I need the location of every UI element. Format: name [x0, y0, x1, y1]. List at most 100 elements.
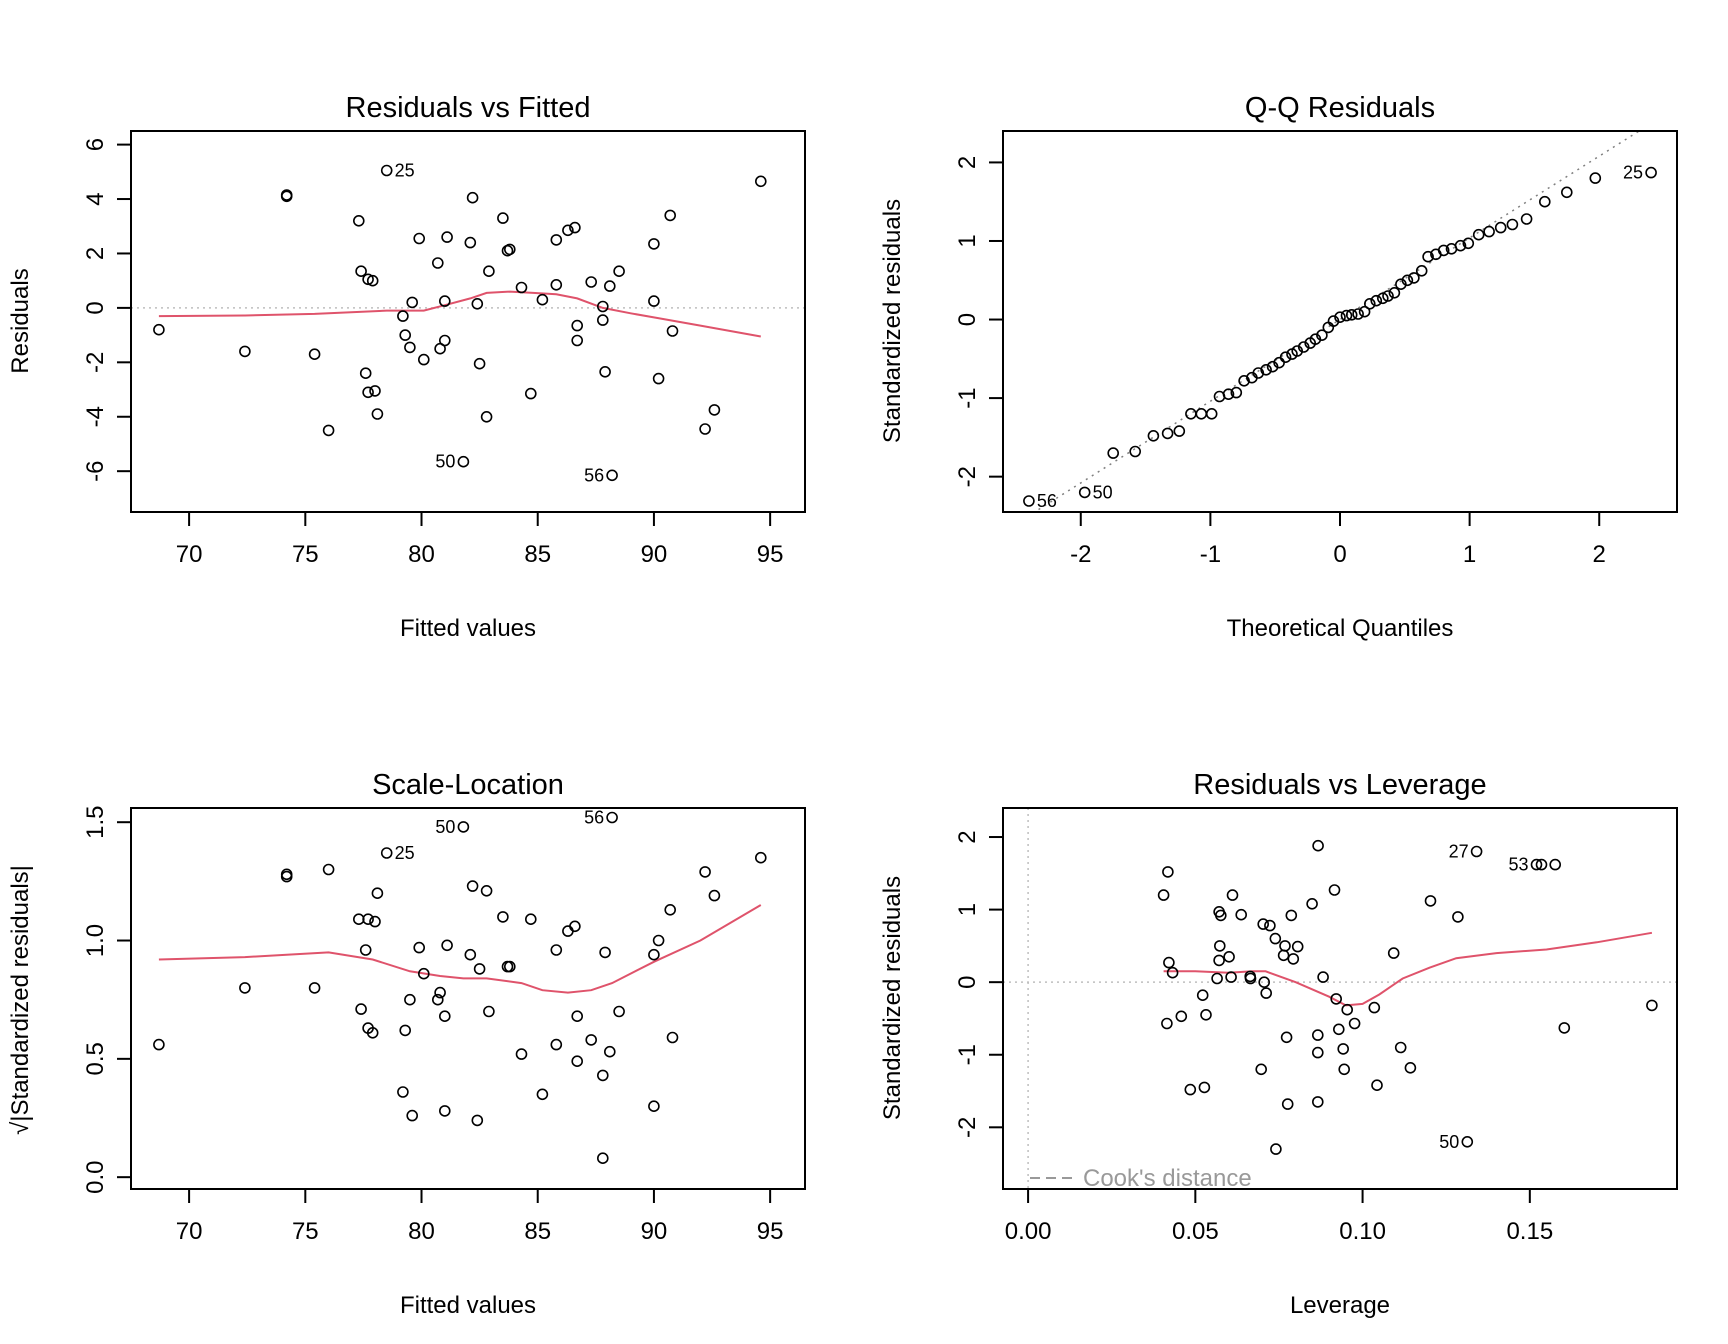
data-point	[1312, 839, 1324, 852]
data-point	[397, 310, 409, 322]
data-point	[1358, 305, 1371, 318]
data-point	[1520, 213, 1533, 225]
data-point	[1352, 308, 1364, 320]
data-point	[571, 319, 584, 332]
data-point	[1408, 272, 1420, 284]
data-point	[603, 1045, 616, 1058]
data-point	[471, 297, 484, 310]
x-tick-label: 90	[641, 1218, 668, 1245]
data-point	[648, 948, 660, 961]
data-point	[352, 913, 365, 926]
data-point	[366, 1027, 379, 1039]
data-point	[603, 280, 616, 292]
data-point	[1645, 166, 1657, 179]
data-point	[464, 236, 477, 249]
data-point	[483, 265, 495, 278]
data-point	[1561, 186, 1573, 199]
point-label: 50	[1093, 482, 1113, 502]
y-tick-label: 0	[954, 975, 981, 988]
data-point	[1422, 250, 1434, 263]
data-point	[596, 1069, 609, 1082]
data-point	[1215, 909, 1227, 922]
data-point	[515, 1048, 528, 1060]
data-point	[1205, 407, 1218, 420]
data-point	[1483, 225, 1495, 238]
x-tick-label: 80	[408, 1218, 435, 1245]
data-point	[431, 257, 444, 269]
data-point	[1494, 221, 1507, 234]
data-point	[438, 1105, 451, 1117]
data-point	[369, 385, 381, 397]
data-point	[431, 993, 444, 1006]
data-point	[497, 212, 509, 224]
data-point	[1285, 909, 1298, 922]
data-point	[503, 960, 516, 973]
data-point	[1530, 858, 1543, 871]
data-point	[1338, 1063, 1350, 1076]
data-point	[1223, 950, 1235, 963]
plot-area	[131, 164, 805, 482]
data-point	[1387, 947, 1400, 959]
data-point	[571, 1055, 584, 1067]
data-point	[1394, 1041, 1407, 1054]
data-point	[1404, 1062, 1417, 1074]
data-point	[1472, 228, 1485, 241]
x-tick-label: 95	[757, 541, 784, 568]
data-point	[1238, 374, 1250, 387]
data-point	[599, 365, 611, 378]
data-point	[1281, 1098, 1294, 1110]
y-tick-label: 6	[82, 138, 109, 151]
residuals-vs-fitted-panel: Residuals vs Fitted Fitted values Residu…	[7, 92, 806, 642]
data-point	[466, 191, 479, 204]
data-point	[648, 1100, 660, 1112]
data-point	[585, 1034, 598, 1046]
data-point	[1226, 889, 1239, 901]
data-point	[1368, 1001, 1381, 1014]
x-tick-label: 70	[176, 1218, 203, 1245]
data-point	[369, 915, 381, 928]
y-tick-label: 0	[82, 301, 109, 314]
point-label: 50	[435, 452, 455, 472]
data-point	[1506, 218, 1519, 231]
data-point	[322, 863, 335, 876]
data-point	[1184, 1083, 1197, 1096]
data-point	[596, 314, 609, 326]
data-point	[652, 372, 665, 385]
x-tick-label: 0.15	[1506, 1218, 1553, 1245]
loess-smooth-line	[1163, 931, 1653, 1007]
data-point	[380, 164, 393, 177]
data-point	[699, 423, 711, 435]
x-axis-label: Leverage	[1290, 1292, 1390, 1319]
data-point	[404, 993, 416, 1006]
point-label: 56	[1037, 491, 1057, 511]
plot-area	[1023, 131, 1657, 512]
x-tick-label: 0.05	[1172, 1218, 1219, 1245]
data-point	[1371, 1079, 1383, 1091]
data-point	[1312, 1046, 1324, 1059]
data-point	[417, 353, 430, 366]
y-tick-label: 2	[954, 156, 981, 169]
data-point	[613, 265, 625, 278]
x-axis-label: Fitted values	[400, 1292, 536, 1319]
data-point	[1258, 976, 1270, 989]
data-point	[562, 925, 574, 937]
data-point	[536, 1088, 549, 1101]
data-point	[1277, 949, 1290, 962]
x-tick-label: 85	[524, 541, 551, 568]
data-point	[1163, 956, 1175, 969]
data-point	[515, 281, 528, 294]
x-tick-label: 75	[292, 1218, 319, 1245]
data-point	[308, 982, 321, 994]
y-tick-label: 0.0	[82, 1160, 109, 1193]
data-point	[441, 231, 453, 243]
data-point	[1166, 966, 1179, 979]
y-tick-label: -4	[82, 406, 109, 427]
data-point	[1260, 987, 1272, 999]
data-point	[536, 293, 549, 306]
y-tick-label: 4	[82, 192, 109, 205]
data-point	[569, 221, 581, 234]
y-axis-label: Standardized residuals	[879, 199, 906, 443]
y-tick-label: 0.5	[82, 1042, 109, 1075]
data-point	[1328, 884, 1341, 896]
data-point	[1269, 932, 1282, 945]
